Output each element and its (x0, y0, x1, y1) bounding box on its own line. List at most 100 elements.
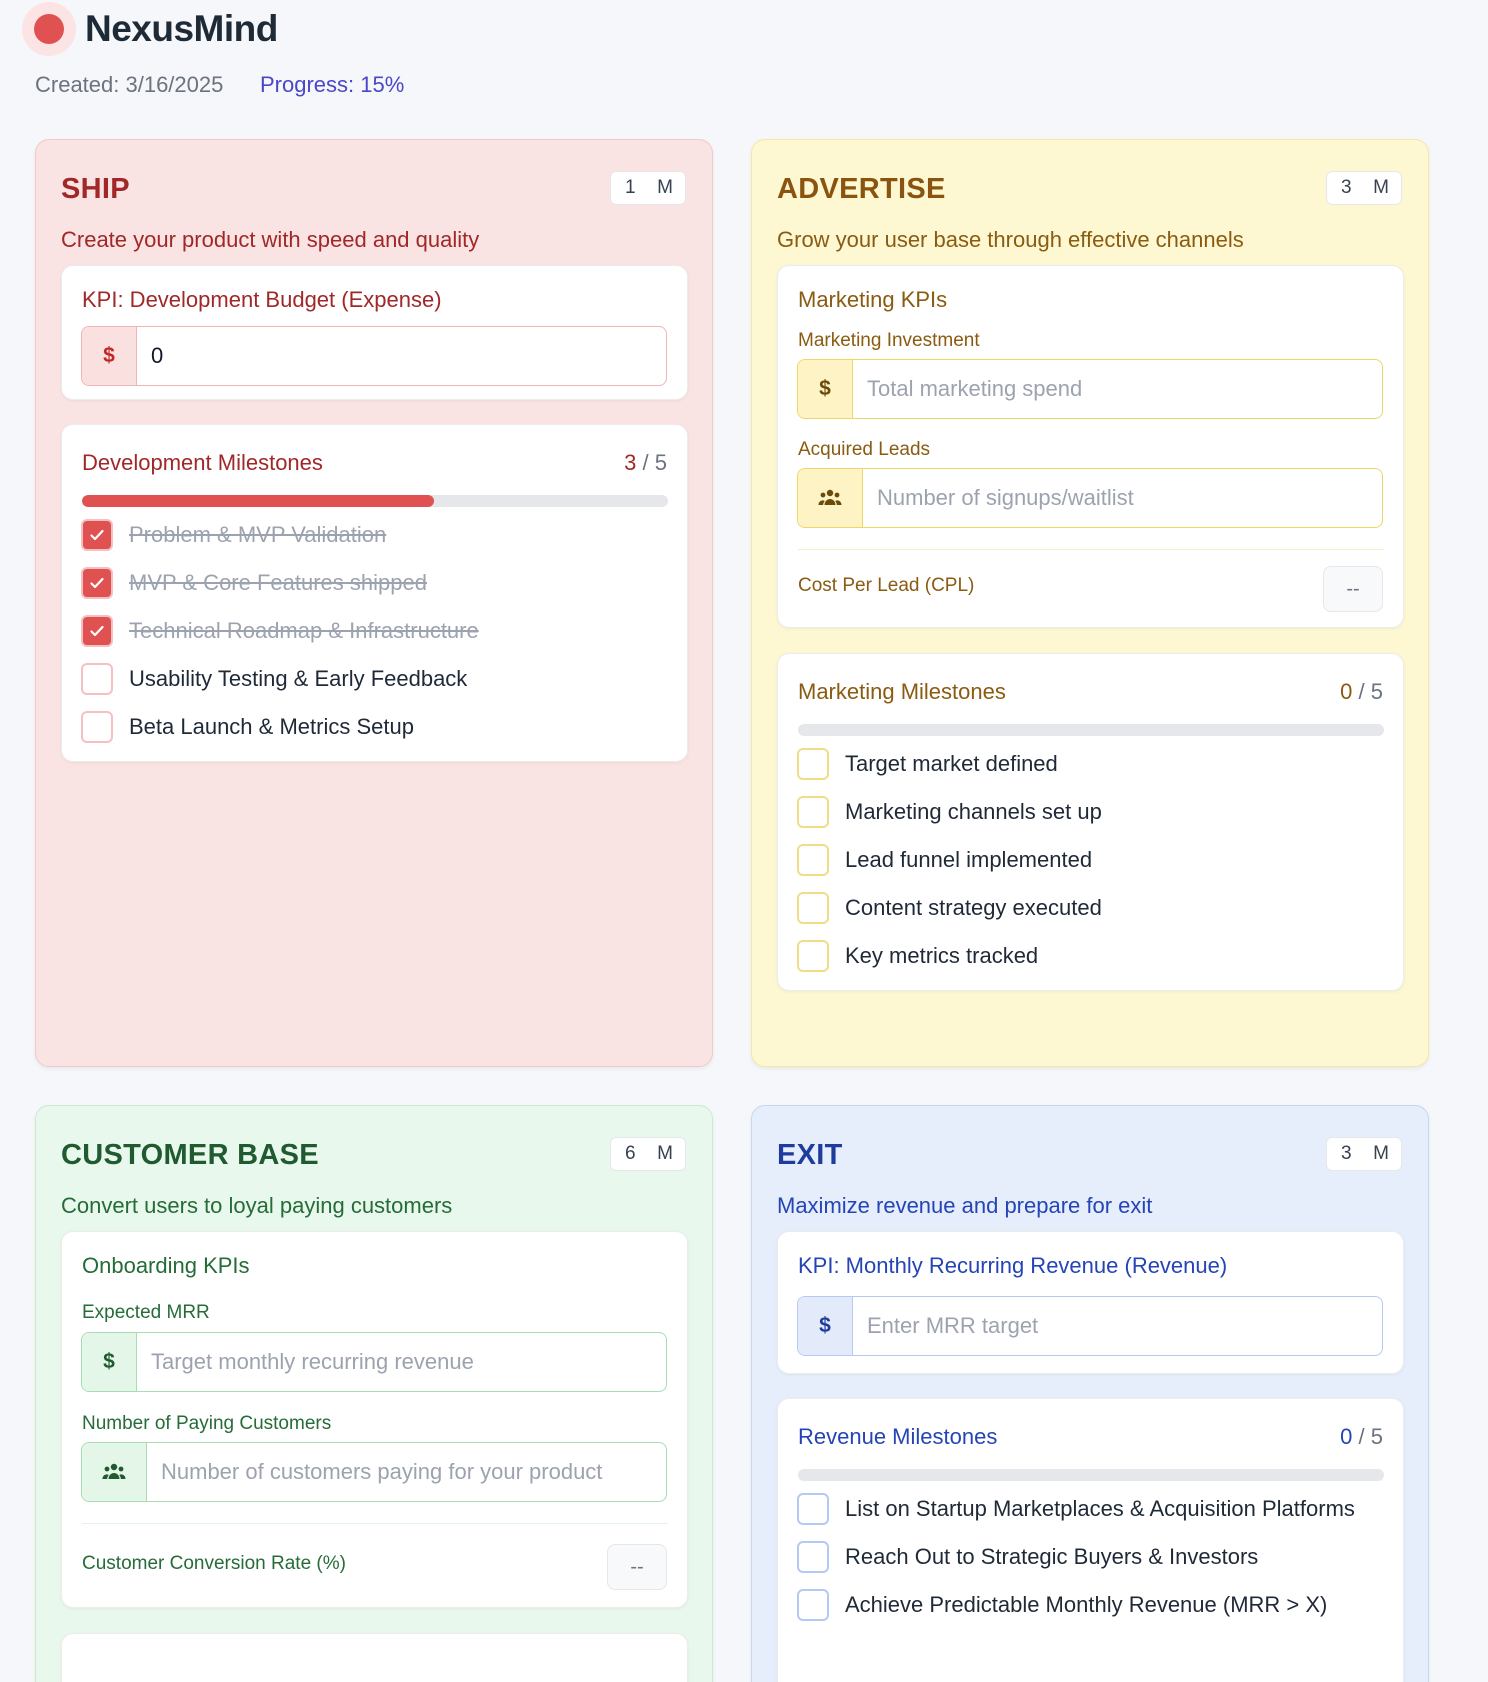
exit-subtitle: Maximize revenue and prepare for exit (777, 1193, 1153, 1218)
milestone-checkbox[interactable] (797, 844, 829, 876)
kpis-title: Marketing KPIs (798, 287, 948, 312)
milestone-item: Target market defined (797, 748, 1383, 780)
dollar-icon: $ (798, 360, 853, 418)
milestones-done-count: 3 (624, 450, 637, 475)
investment-input-group: $ (797, 359, 1383, 419)
duration-value: 6 (625, 1143, 636, 1164)
ship-subtitle: Create your product with speed and quali… (61, 227, 480, 252)
duration-value: 3 (1341, 177, 1352, 198)
advertise-duration[interactable]: 3 M (1326, 171, 1402, 205)
exit-card: EXIT 3 M Maximize revenue and prepare fo… (751, 1105, 1429, 1682)
milestone-checkbox[interactable] (81, 711, 113, 743)
mrr-input[interactable] (137, 1333, 666, 1391)
milestone-label: Problem & MVP Validation (129, 522, 387, 547)
dollar-icon: $ (82, 1333, 137, 1391)
milestones-title: Revenue Milestones (798, 1424, 998, 1449)
exit-duration[interactable]: 3 M (1326, 1137, 1402, 1171)
budget-input-group: $ (81, 326, 667, 386)
milestone-checkbox[interactable] (797, 1589, 829, 1621)
check-icon (90, 577, 104, 589)
milestone-label: Beta Launch & Metrics Setup (129, 714, 414, 739)
milestone-item: Reach Out to Strategic Buyers & Investor… (797, 1541, 1383, 1573)
milestone-checkbox[interactable] (797, 748, 829, 780)
duration-value: 3 (1341, 1143, 1352, 1164)
milestone-item: Achieve Predictable Monthly Revenue (MRR… (797, 1589, 1383, 1621)
leads-input-group (797, 468, 1383, 528)
customer-base-title: CUSTOMER BASE (61, 1139, 319, 1171)
dollar-icon: $ (82, 327, 137, 385)
customers-input[interactable] (147, 1443, 666, 1501)
kpi-title: KPI: Monthly Recurring Revenue (Revenue) (798, 1253, 1228, 1278)
duration-unit: M (1373, 1143, 1389, 1164)
milestone-checkbox[interactable] (81, 663, 113, 695)
mrr-target-input-group: $ (797, 1296, 1383, 1356)
milestones-progress-bar (82, 495, 668, 507)
milestone-item: Lead funnel implemented (797, 844, 1383, 876)
customer-base-duration[interactable]: 6 M (610, 1137, 686, 1171)
mrr-input-group: $ (81, 1332, 667, 1392)
milestone-item: MVP & Core Features shipped (81, 567, 667, 599)
milestone-label: MVP & Core Features shipped (129, 570, 427, 595)
milestone-label: Key metrics tracked (845, 943, 1039, 968)
milestone-item: Usability Testing & Early Feedback (81, 663, 667, 695)
milestone-item: Beta Launch & Metrics Setup (81, 711, 667, 743)
conversion-label: Customer Conversion Rate (%) (82, 1553, 346, 1574)
customer-base-card: CUSTOMER BASE 6 M Convert users to loyal… (35, 1105, 713, 1682)
duration-unit: M (657, 1143, 673, 1164)
kpi-title: KPI: Development Budget (Expense) (82, 287, 442, 312)
ship-card: SHIP 1 M Create your product with speed … (35, 139, 713, 1067)
milestones-title: Marketing Milestones (798, 679, 1006, 704)
milestone-label: List on Startup Marketplaces & Acquisiti… (845, 1496, 1355, 1521)
leads-input[interactable] (863, 469, 1382, 527)
advertise-title: ADVERTISE (777, 173, 946, 205)
milestone-label: Reach Out to Strategic Buyers & Investor… (845, 1544, 1259, 1569)
milestones-list: List on Startup Marketplaces & Acquisiti… (797, 1493, 1383, 1637)
milestones-progress-bar (798, 1469, 1384, 1481)
milestone-label: Achieve Predictable Monthly Revenue (MRR… (845, 1592, 1328, 1617)
milestone-label: Content strategy executed (845, 895, 1102, 920)
divider (82, 1523, 668, 1524)
status-indicator (22, 2, 76, 56)
milestones-total: / 5 (1358, 1424, 1383, 1449)
milestones-total: / 5 (1358, 679, 1383, 704)
milestone-checkbox[interactable] (797, 940, 829, 972)
milestone-checkbox[interactable] (797, 796, 829, 828)
budget-input[interactable] (137, 327, 666, 385)
customers-label: Number of Paying Customers (82, 1413, 332, 1434)
ship-kpi-panel: KPI: Development Budget (Expense) $ (61, 265, 688, 400)
milestone-item: Marketing channels set up (797, 796, 1383, 828)
milestone-label: Marketing channels set up (845, 799, 1102, 824)
project-header: NexusMind Created: 3/16/2025 Progress: 1… (22, 0, 722, 110)
milestone-checkbox[interactable] (797, 1493, 829, 1525)
customer-milestones-panel (61, 1633, 688, 1682)
milestones-done-count: 0 (1340, 1424, 1353, 1449)
exit-title: EXIT (777, 1139, 843, 1171)
investment-input[interactable] (853, 360, 1382, 418)
ship-title: SHIP (61, 173, 130, 205)
revenue-milestones-panel: Revenue Milestones 0 / 5 List on Startup… (777, 1398, 1404, 1682)
created-date: Created: 3/16/2025 (35, 72, 224, 97)
milestone-checkbox[interactable] (797, 892, 829, 924)
milestone-checkbox[interactable] (797, 1541, 829, 1573)
milestone-label: Usability Testing & Early Feedback (129, 666, 468, 691)
progress-bar-fill (82, 495, 434, 507)
duration-unit: M (1373, 177, 1389, 198)
check-icon (90, 529, 104, 541)
milestone-item: Problem & MVP Validation (81, 519, 667, 551)
milestones-total: / 5 (642, 450, 667, 475)
mrr-target-input[interactable] (853, 1297, 1382, 1355)
duration-value: 1 (625, 177, 636, 198)
mrr-label: Expected MRR (82, 1302, 210, 1323)
ship-duration[interactable]: 1 M (610, 171, 686, 205)
advertise-subtitle: Grow your user base through effective ch… (777, 227, 1244, 252)
milestone-checkbox[interactable] (81, 519, 113, 551)
exit-kpi-panel: KPI: Monthly Recurring Revenue (Revenue)… (777, 1231, 1404, 1374)
leads-label: Acquired Leads (798, 439, 931, 460)
advertise-card: ADVERTISE 3 M Grow your user base throug… (751, 139, 1429, 1067)
marketing-milestones-panel: Marketing Milestones 0 / 5 Target market… (777, 653, 1404, 991)
milestone-checkbox[interactable] (81, 615, 113, 647)
milestone-checkbox[interactable] (81, 567, 113, 599)
milestones-list: Problem & MVP Validation MVP & Core Featu… (81, 519, 667, 759)
project-title: NexusMind (85, 8, 278, 49)
check-icon (90, 625, 104, 637)
